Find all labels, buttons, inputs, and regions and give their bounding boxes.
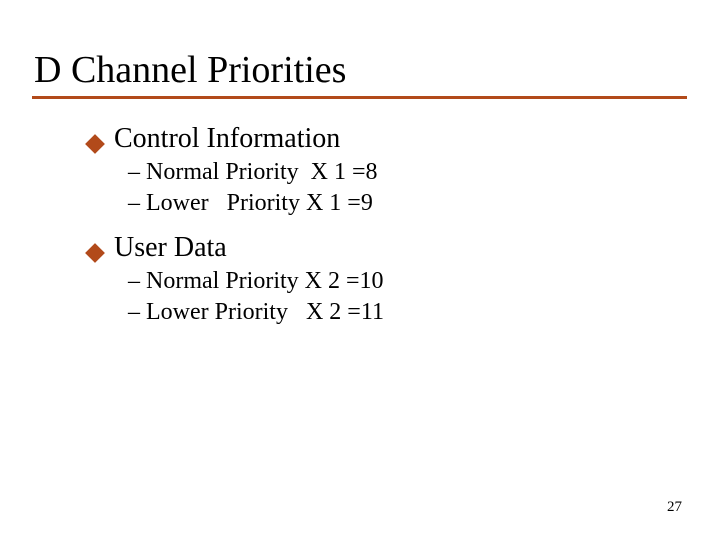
sub-list: – Normal Priority X 2 =10 – Lower Priori… xyxy=(88,266,690,327)
page-number: 27 xyxy=(667,499,682,516)
sub-item: – Normal Priority X 2 =10 xyxy=(128,266,690,297)
diamond-bullet-icon xyxy=(85,244,105,264)
slide-content: Control Information – Normal Priority X … xyxy=(30,123,690,328)
slide-title: D Channel Priorities xyxy=(30,48,690,92)
bullet-label: User Data xyxy=(114,232,227,264)
diamond-bullet-icon xyxy=(85,134,105,154)
bullet-item: Control Information xyxy=(88,123,690,155)
title-rule xyxy=(32,96,687,99)
sub-list: – Normal Priority X 1 =8 – Lower Priorit… xyxy=(88,157,690,218)
sub-item: – Normal Priority X 1 =8 xyxy=(128,157,690,188)
sub-item: – Lower Priority X 2 =11 xyxy=(128,297,690,328)
bullet-item: User Data xyxy=(88,232,690,264)
sub-item: – Lower Priority X 1 =9 xyxy=(128,188,690,219)
bullet-label: Control Information xyxy=(114,123,340,155)
slide-container: D Channel Priorities Control Information… xyxy=(0,0,720,540)
